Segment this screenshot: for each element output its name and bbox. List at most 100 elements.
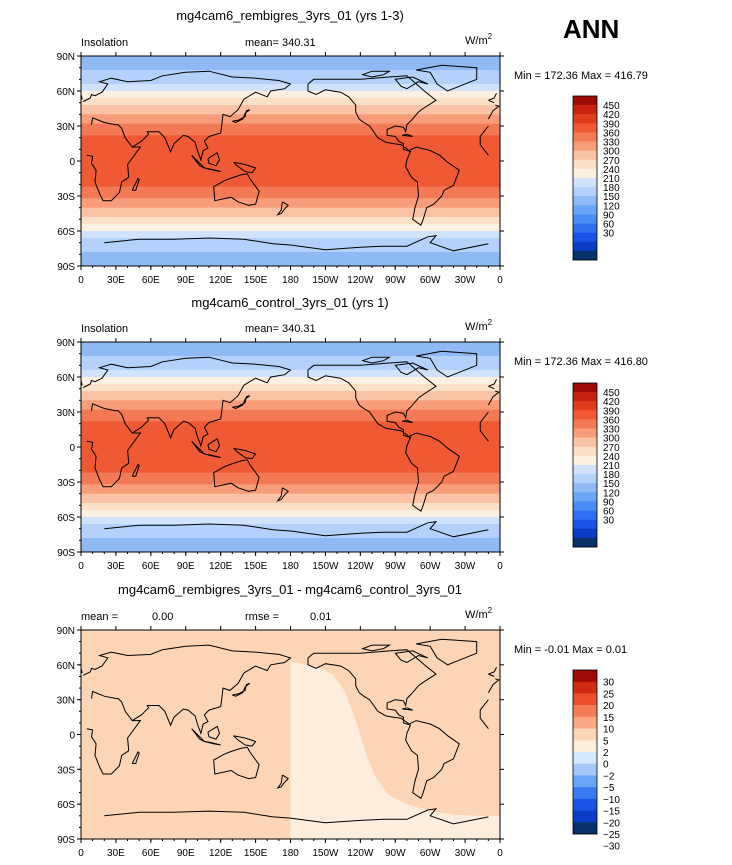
colorbar-swatch <box>573 537 597 548</box>
units-text: W/m <box>465 35 488 47</box>
field-band <box>81 189 500 192</box>
lon-tick-label: 120W <box>347 275 374 286</box>
colorbar-label: −30 <box>603 842 620 853</box>
colorbar-swatch <box>573 810 597 823</box>
field-band <box>81 84 500 87</box>
colorbar-swatch <box>573 455 597 466</box>
colorbar-swatch <box>573 178 597 188</box>
colorbar-label: 420 <box>603 397 620 408</box>
minmax-label: Min = 172.36 Max = 416.79 <box>514 70 648 82</box>
colorbar-label: 330 <box>603 425 620 436</box>
minmax-label: Min = -0.01 Max = 0.01 <box>514 644 627 656</box>
units-label: W/m2 <box>465 318 493 333</box>
coastline <box>207 725 221 740</box>
field-band <box>81 416 500 420</box>
field-band <box>81 98 500 101</box>
field-band <box>81 484 500 488</box>
lat-tick-label: 60N <box>57 87 75 98</box>
coastline <box>232 682 251 697</box>
field-band <box>81 489 500 492</box>
field-band <box>81 344 500 348</box>
field-band <box>81 263 500 266</box>
coastline <box>307 649 460 800</box>
field-band <box>81 512 500 516</box>
colorbar-swatch <box>573 740 597 753</box>
colorbar-label: 180 <box>603 183 620 194</box>
lon-tick-label: 0 <box>497 275 503 286</box>
field-band <box>81 442 500 446</box>
field-band <box>81 468 500 471</box>
colorbar-swatch <box>573 437 597 448</box>
field-band <box>81 533 500 537</box>
coastline <box>213 459 260 492</box>
field-band <box>81 414 500 418</box>
field-band <box>81 517 500 520</box>
field-band <box>81 470 500 474</box>
field-band <box>81 547 500 551</box>
lat-tick-label: 30N <box>57 408 75 419</box>
mean-label: mean= 340.31 <box>245 323 316 335</box>
field-band <box>81 496 500 499</box>
field-band <box>81 510 500 513</box>
field-band <box>81 363 500 366</box>
lon-tick-label: 30E <box>107 561 125 572</box>
field-band <box>81 465 500 469</box>
colorbar-swatch <box>573 250 597 261</box>
field-band <box>81 137 500 141</box>
colorbar-swatch <box>573 705 597 718</box>
field-band <box>81 498 500 502</box>
colorbar-label: 210 <box>603 174 620 185</box>
lon-tick-label: 60W <box>420 561 441 572</box>
field-band <box>81 56 500 59</box>
colorbar: 4504203903603303002702402101801501209060… <box>572 95 620 261</box>
field-band <box>81 535 500 539</box>
field-band <box>81 256 500 260</box>
field-band <box>81 421 500 425</box>
coastline <box>233 161 257 174</box>
field-band <box>81 549 500 552</box>
colorbar-swatch <box>573 196 597 206</box>
lat-tick-label: 90S <box>57 835 75 846</box>
season-label: ANN <box>563 14 620 44</box>
coastline <box>416 64 478 92</box>
coastline <box>131 751 140 764</box>
field-band <box>81 231 500 234</box>
colorbar-swatch <box>573 132 597 142</box>
field-band <box>81 538 500 541</box>
field-negative-region <box>290 630 500 839</box>
field-band <box>81 72 500 76</box>
field-band <box>81 114 500 118</box>
colorbar-label: 300 <box>603 434 620 445</box>
field-band <box>81 500 500 504</box>
mean-label: mean = <box>81 611 118 623</box>
lon-tick-label: 30E <box>107 848 125 859</box>
field-band <box>81 100 500 104</box>
colorbar-swatch <box>573 510 597 520</box>
lon-tick-label: 120W <box>347 848 374 859</box>
colorbar-swatch <box>573 241 597 252</box>
lon-tick-label: 30E <box>107 275 125 286</box>
field-band <box>81 142 500 146</box>
field-band <box>81 405 500 408</box>
field-band <box>81 254 500 258</box>
lon-tick-label: 30W <box>455 848 476 859</box>
lon-tick-label: 150W <box>312 848 339 859</box>
colorbar-swatch <box>573 483 597 493</box>
field-band <box>81 400 500 404</box>
field-band <box>81 207 500 211</box>
field-band <box>81 374 500 378</box>
colorbar-label: 15 <box>603 713 615 724</box>
field-band <box>81 60 500 64</box>
field-band <box>81 67 500 71</box>
lon-tick-label: 0 <box>78 275 84 286</box>
colorbar-label: 270 <box>603 443 620 454</box>
colorbar-swatch <box>573 223 597 233</box>
field-band <box>81 252 500 255</box>
lon-tick-label: 0 <box>497 561 503 572</box>
field-band <box>81 409 500 413</box>
colorbar-swatch <box>573 168 597 179</box>
colorbar-swatch <box>573 763 597 776</box>
field-band <box>81 238 500 241</box>
colorbar-label: 240 <box>603 165 620 176</box>
